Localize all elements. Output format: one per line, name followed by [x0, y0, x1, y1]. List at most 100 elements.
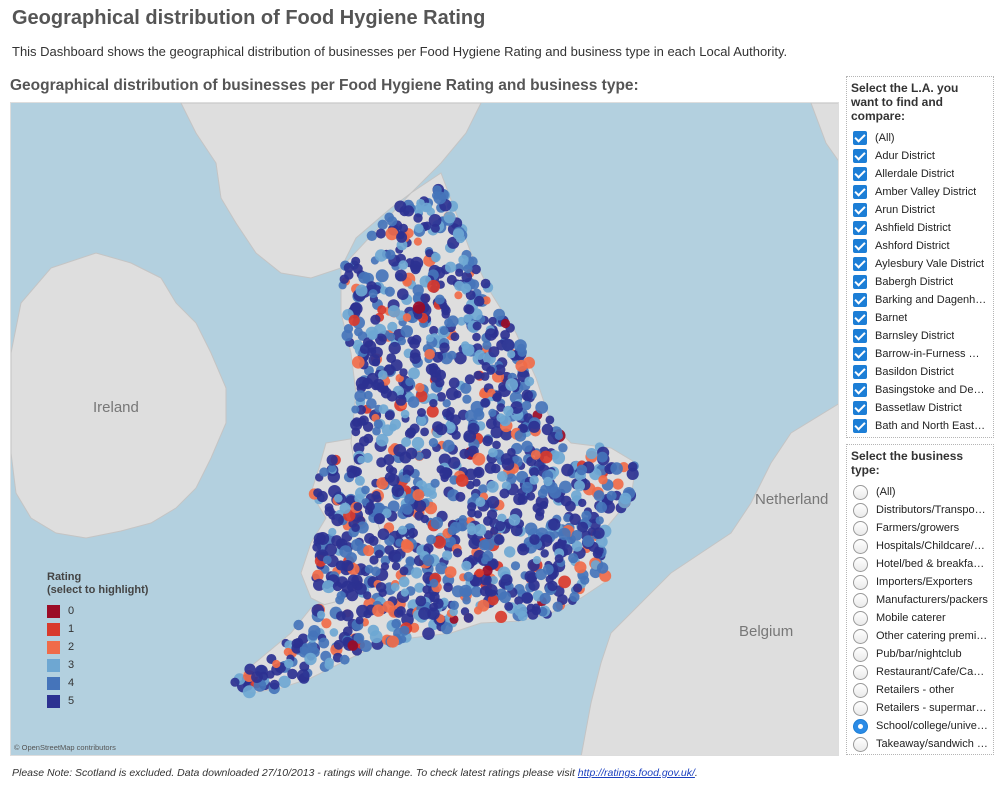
legend-item-rating-1[interactable]: 1	[47, 620, 177, 638]
la-option-amber-valley-district[interactable]: Amber Valley District	[853, 183, 993, 201]
business-point	[481, 538, 495, 551]
radio-icon[interactable]	[853, 574, 868, 590]
radio-icon[interactable]	[853, 736, 868, 752]
ratings-link[interactable]: http://ratings.food.gov.uk/	[577, 767, 695, 779]
la-option-barrow-in-furness-district[interactable]: Barrow-in-Furness District	[853, 345, 993, 363]
la-option-babergh-district[interactable]: Babergh District	[853, 273, 993, 291]
checkbox-checked-icon[interactable]	[853, 167, 867, 181]
business-point	[467, 256, 478, 267]
business-point	[422, 627, 435, 640]
business-point	[367, 624, 380, 637]
business-type-option-school-college-university[interactable]: School/college/university	[853, 717, 993, 735]
radio-icon[interactable]	[853, 700, 868, 716]
radio-icon[interactable]	[853, 628, 868, 644]
business-type-option-label: Takeaway/sandwich shop	[876, 738, 988, 750]
radio-icon[interactable]	[853, 592, 868, 608]
business-type-option-takeaway-sandwich-shop[interactable]: Takeaway/sandwich shop	[853, 735, 993, 753]
business-point	[569, 513, 581, 526]
radio-icon[interactable]	[853, 502, 868, 518]
business-point	[408, 367, 420, 380]
la-option-basingstoke-and-deane[interactable]: Basingstoke and Deane	[853, 381, 993, 399]
radio-icon[interactable]	[853, 556, 868, 572]
business-type-option-retailers-other[interactable]: Retailers - other	[853, 681, 993, 699]
business-point	[431, 252, 441, 263]
la-option-barnsley-district[interactable]: Barnsley District	[853, 327, 993, 345]
la-option-aylesbury-vale-district[interactable]: Aylesbury Vale District	[853, 255, 993, 273]
business-point	[399, 223, 408, 233]
checkbox-checked-icon[interactable]	[853, 149, 867, 163]
la-option-barking-and-dagenham[interactable]: Barking and Dagenham	[853, 291, 993, 309]
map-panel[interactable]: Ireland Netherland Belgium Rating (selec…	[10, 102, 839, 756]
checkbox-checked-icon[interactable]	[853, 275, 867, 289]
la-option-barnet[interactable]: Barnet	[853, 309, 993, 327]
radio-icon[interactable]	[853, 664, 868, 680]
checkbox-checked-icon[interactable]	[853, 293, 867, 307]
legend-item-rating-5[interactable]: 5	[47, 692, 177, 710]
checkbox-checked-icon[interactable]	[853, 311, 867, 325]
checkbox-checked-icon[interactable]	[853, 383, 867, 397]
business-type-option-pub-bar-nightclub[interactable]: Pub/bar/nightclub	[853, 645, 993, 663]
la-option-arun-district[interactable]: Arun District	[853, 201, 993, 219]
checkbox-checked-icon[interactable]	[853, 131, 867, 145]
radio-icon[interactable]	[853, 646, 868, 662]
radio-icon[interactable]	[853, 538, 868, 554]
business-point	[328, 527, 337, 537]
la-option-bath-and-north-east-somerset[interactable]: Bath and North East Somerset	[853, 417, 993, 435]
legend-item-rating-4[interactable]: 4	[47, 674, 177, 692]
legend-item-rating-3[interactable]: 3	[47, 656, 177, 674]
checkbox-checked-icon[interactable]	[853, 221, 867, 235]
map-canvas[interactable]	[11, 103, 839, 756]
la-option-label: Barnet	[875, 312, 908, 324]
checkbox-checked-icon[interactable]	[853, 329, 867, 343]
checkbox-checked-icon[interactable]	[853, 365, 867, 379]
checkbox-checked-icon[interactable]	[853, 203, 867, 217]
business-type-option-manufacturers-packers[interactable]: Manufacturers/packers	[853, 591, 993, 609]
checkbox-checked-icon[interactable]	[853, 401, 867, 415]
business-type-option-all[interactable]: (All)	[853, 483, 993, 501]
business-type-filter-list[interactable]: (All) Distributors/Transporters Farmers/gr…	[847, 477, 993, 753]
business-point	[384, 286, 395, 297]
business-type-option-importers-exporters[interactable]: Importers/Exporters	[853, 573, 993, 591]
business-point	[428, 438, 438, 448]
la-option-basildon-district[interactable]: Basildon District	[853, 363, 993, 381]
business-point	[500, 453, 513, 465]
checkbox-checked-icon[interactable]	[853, 257, 867, 271]
business-type-option-hospitals-childcare-caring-premises[interactable]: Hospitals/Childcare/Caring Premises	[853, 537, 993, 555]
la-option-allerdale-district[interactable]: Allerdale District	[853, 165, 993, 183]
business-type-option-mobile-caterer[interactable]: Mobile caterer	[853, 609, 993, 627]
business-point	[396, 606, 406, 616]
business-type-option-restaurant-cafe-canteen[interactable]: Restaurant/Cafe/Canteen	[853, 663, 993, 681]
business-type-option-hotel-bed-breakfast-guest-house[interactable]: Hotel/bed & breakfast/guest house	[853, 555, 993, 573]
la-option-bassetlaw-district[interactable]: Bassetlaw District	[853, 399, 993, 417]
la-option-ashford-district[interactable]: Ashford District	[853, 237, 993, 255]
checkbox-checked-icon[interactable]	[853, 437, 867, 438]
business-point	[336, 611, 346, 621]
legend-item-rating-0[interactable]: 0	[47, 602, 177, 620]
la-option-bedford-unitary[interactable]: Bedford Unitary	[853, 435, 993, 438]
business-point	[372, 426, 381, 436]
radio-selected-icon[interactable]	[853, 718, 868, 734]
legend-item-label: 0	[68, 605, 75, 617]
business-type-option-farmers-growers[interactable]: Farmers/growers	[853, 519, 993, 537]
la-option-all[interactable]: (All)	[853, 129, 993, 147]
business-point	[242, 685, 256, 699]
checkbox-checked-icon[interactable]	[853, 239, 867, 253]
business-type-option-retailers-supermarkets-hypermarkets[interactable]: Retailers - supermarkets/hypermarkets	[853, 699, 993, 717]
checkbox-checked-icon[interactable]	[853, 185, 867, 199]
radio-icon[interactable]	[853, 682, 868, 698]
radio-icon[interactable]	[853, 484, 868, 500]
legend-item-rating-2[interactable]: 2	[47, 638, 177, 656]
la-option-adur-district[interactable]: Adur District	[853, 147, 993, 165]
la-filter-list[interactable]: (All) Adur District Allerdale District Ambe…	[847, 123, 993, 438]
checkbox-checked-icon[interactable]	[853, 347, 867, 361]
checkbox-checked-icon[interactable]	[853, 419, 867, 433]
business-type-option-other-catering-premises[interactable]: Other catering premises	[853, 627, 993, 645]
radio-icon[interactable]	[853, 520, 868, 536]
radio-icon[interactable]	[853, 610, 868, 626]
legend-title: Rating	[47, 571, 82, 583]
business-type-option-distributors-transporters[interactable]: Distributors/Transporters	[853, 501, 993, 519]
business-point	[486, 480, 499, 493]
business-point	[411, 436, 425, 450]
la-option-ashfield-district[interactable]: Ashfield District	[853, 219, 993, 237]
business-point	[430, 516, 443, 530]
